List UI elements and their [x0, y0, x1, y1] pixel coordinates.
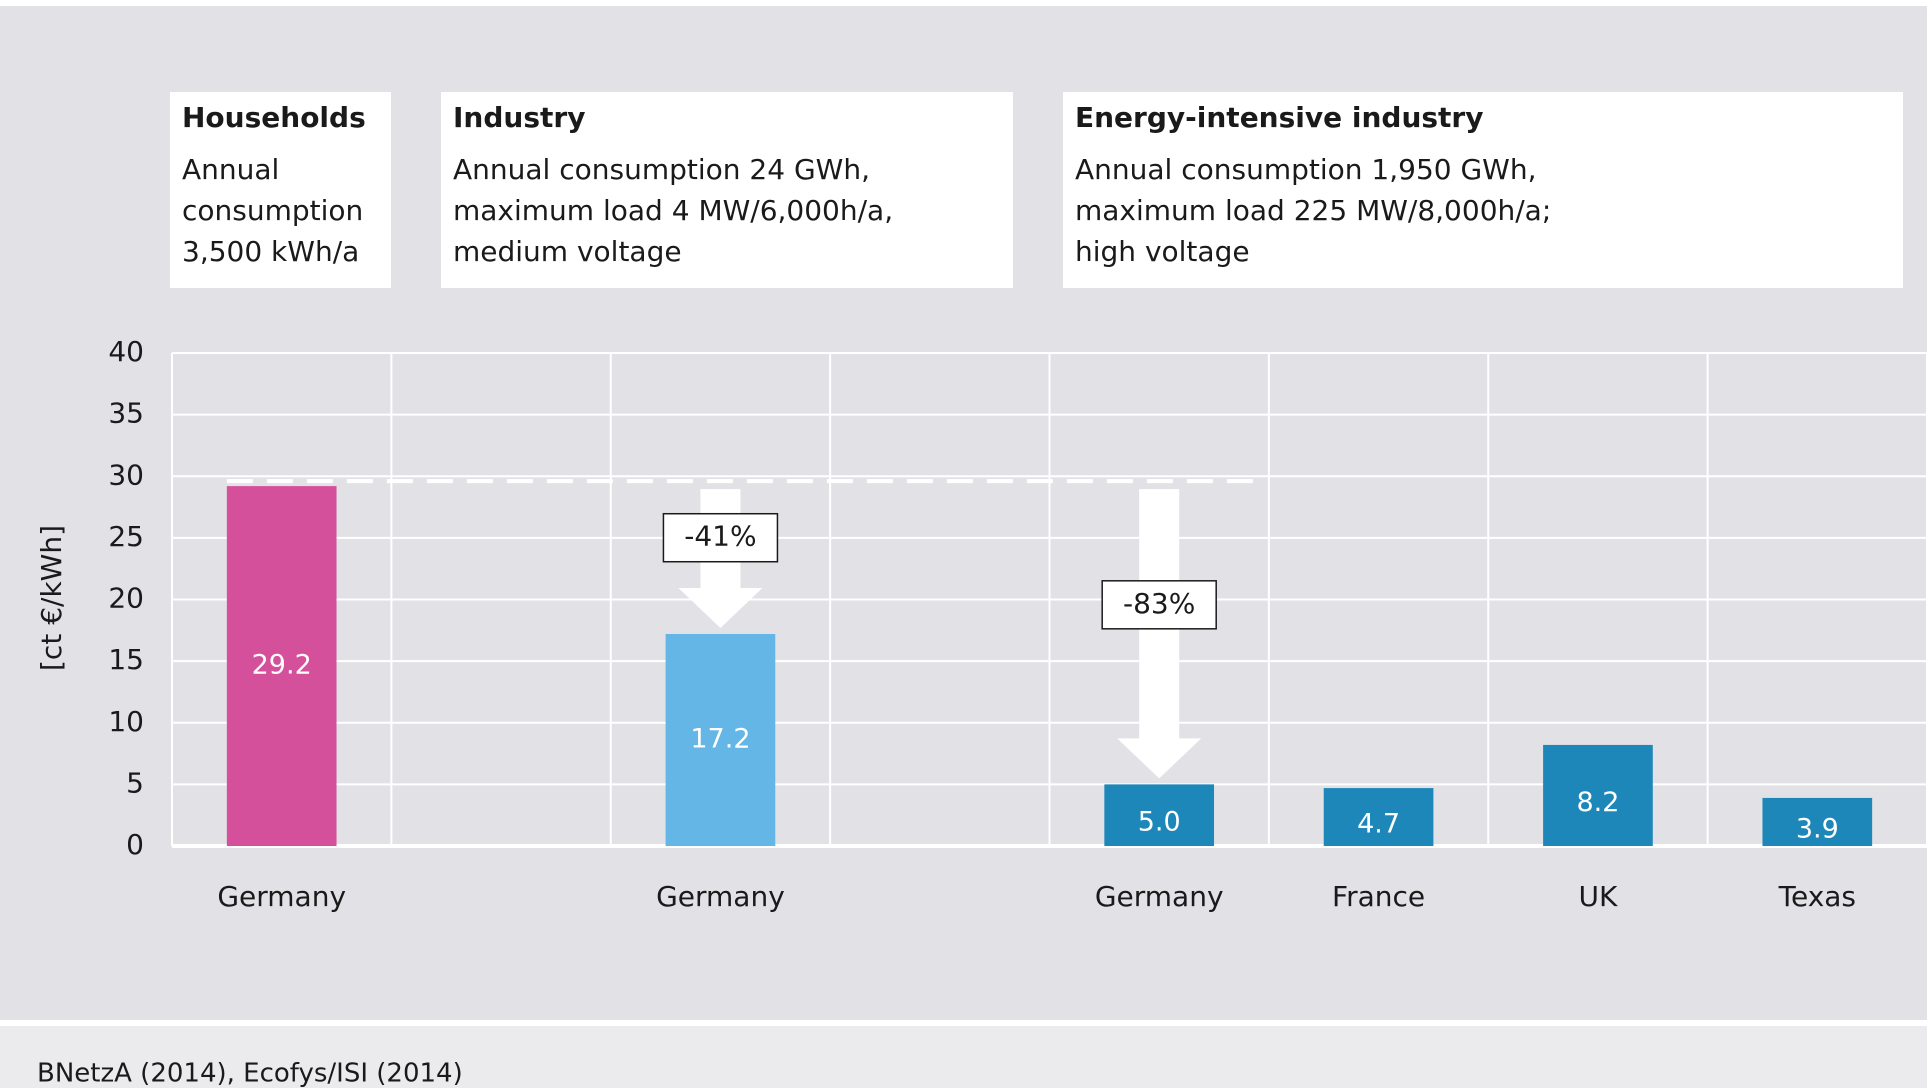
group-line: 3,500 kWh/a — [182, 235, 359, 268]
group-line: maximum load 4 MW/6,000h/a, — [453, 194, 893, 227]
group-line: Annual — [182, 153, 279, 186]
y-tick-label: 5 — [126, 766, 144, 799]
bar — [1104, 784, 1215, 846]
x-tick-label: Germany — [1095, 880, 1224, 913]
annotation-box — [1101, 580, 1217, 630]
group-box — [170, 92, 391, 288]
bar — [665, 634, 776, 846]
group-line: Annual consumption 24 GWh, — [453, 153, 870, 186]
x-tick-label: France — [1332, 880, 1425, 913]
group-box — [441, 92, 1013, 288]
group-line: high voltage — [1075, 235, 1250, 268]
annotation: -41% — [684, 520, 756, 553]
group-box — [1063, 92, 1903, 288]
bar — [1762, 797, 1873, 846]
arrow — [1117, 489, 1202, 779]
annotation: -83% — [1123, 587, 1195, 620]
bar — [1323, 788, 1434, 846]
footer-background — [0, 1026, 1927, 1088]
y-tick-label: 20 — [108, 582, 144, 615]
x-tick-label: Germany — [656, 880, 785, 913]
value-label: 29.2 — [252, 650, 312, 681]
y-tick-label: 25 — [108, 520, 144, 553]
group-title: Industry — [453, 101, 585, 134]
group-line: consumption — [182, 194, 363, 227]
bar — [226, 486, 337, 846]
group-line: maximum load 225 MW/8,000h/a; — [1075, 194, 1551, 227]
source: BNetzA (2014), Ecofys/ISI (2014) — [37, 1059, 463, 1088]
x-tick-label: Germany — [217, 880, 346, 913]
annotation-box — [662, 512, 779, 563]
value-label: 4.7 — [1357, 809, 1400, 840]
group-line: Annual consumption 1,950 GWh, — [1075, 153, 1537, 186]
value-label: 3.9 — [1796, 813, 1839, 844]
y-tick-label: 15 — [108, 643, 144, 676]
value-label: 5.0 — [1138, 807, 1181, 838]
y-tick-label: 0 — [126, 828, 144, 861]
value-label: 8.2 — [1576, 787, 1619, 818]
x-tick-label: Texas — [1778, 880, 1856, 913]
group-title: Households — [182, 101, 366, 134]
group-title: Energy-intensive industry — [1075, 101, 1484, 134]
y-tick-label: 30 — [108, 458, 144, 491]
y-tick-label: 10 — [108, 705, 144, 738]
value-label: 17.2 — [690, 724, 750, 755]
y-tick-label: 40 — [108, 335, 144, 368]
x-tick-label: UK — [1579, 880, 1618, 913]
bar — [1543, 744, 1653, 846]
group-line: medium voltage — [453, 235, 682, 268]
y-tick-label: 35 — [108, 397, 144, 430]
y-axis-label: [ct €/kWh] — [35, 525, 68, 671]
